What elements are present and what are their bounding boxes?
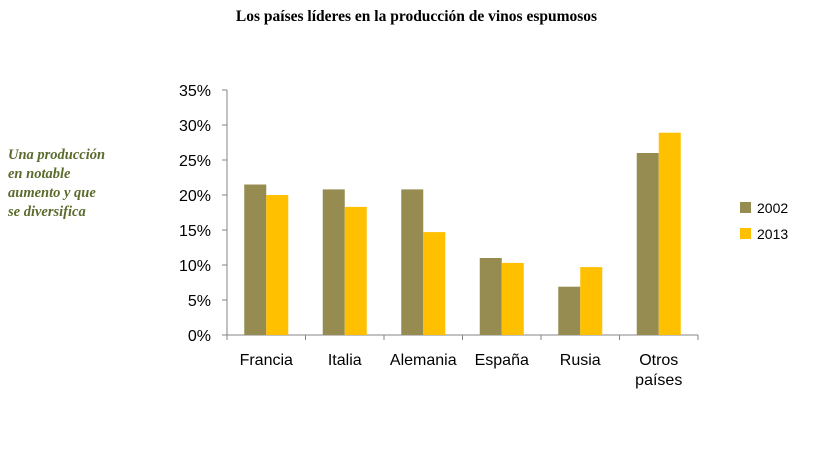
x-tick-label-line: países [635, 372, 682, 389]
legend-label: 2002 [757, 200, 788, 216]
bar-2002 [244, 184, 267, 335]
side-note-line: se diversifica [8, 204, 86, 220]
y-tick-label: 25% [179, 153, 211, 170]
x-tick-label: Alemania [390, 352, 457, 369]
bar-2002 [322, 189, 345, 335]
bar-2013 [580, 267, 603, 335]
y-tick-label: 30% [179, 118, 211, 135]
bar-2002 [636, 153, 659, 335]
x-tick-label: Italia [328, 352, 362, 369]
y-tick-label: 20% [179, 188, 211, 205]
x-tick-label: España [475, 352, 529, 369]
x-axis: Francia Italia Alemania España Rusia Otros paí… [226, 334, 699, 389]
y-tick-label: 10% [179, 258, 211, 275]
x-tick-label: Francia [240, 352, 293, 369]
x-tick-label: Rusia [560, 352, 601, 369]
x-tick-label-line: Italia [328, 352, 362, 369]
y-tick-label: 15% [179, 223, 211, 240]
bar-2013 [344, 206, 367, 335]
side-note-line: en notable [8, 166, 71, 182]
y-tick-label: 0% [188, 328, 211, 345]
side-note-line: Una producción [8, 147, 106, 163]
x-tick-label-line: Otros [639, 352, 678, 369]
y-tick-label: 35% [179, 83, 211, 100]
chart-title: Los países líderes en la producción de v… [235, 8, 598, 25]
y-tick-label: 5% [188, 293, 211, 310]
y-axis: 0% 5% 10% 15% 20% 25% 30% 35% [179, 83, 228, 345]
x-tick-label-line: Alemania [390, 352, 457, 369]
bar-2013 [501, 262, 524, 335]
x-tick-label: Otros países [635, 352, 682, 389]
bar-2013 [266, 195, 289, 335]
legend-swatch [740, 202, 751, 213]
side-note: Una producción en notable aumento y que … [8, 146, 138, 222]
bar-2002 [558, 286, 581, 335]
bar-2002 [401, 189, 424, 335]
legend-label: 2013 [757, 226, 788, 242]
bars [244, 132, 681, 335]
bar-2002 [479, 258, 502, 335]
legend: 2002 2013 [740, 200, 788, 242]
bar-2013 [423, 232, 446, 335]
x-tick-label-line: España [475, 352, 529, 369]
x-tick-label-line: Rusia [560, 352, 601, 369]
side-note-line: aumento y que [8, 185, 96, 201]
bar-2013 [658, 132, 681, 335]
legend-swatch [740, 228, 751, 239]
x-tick-label-line: Francia [240, 352, 293, 369]
